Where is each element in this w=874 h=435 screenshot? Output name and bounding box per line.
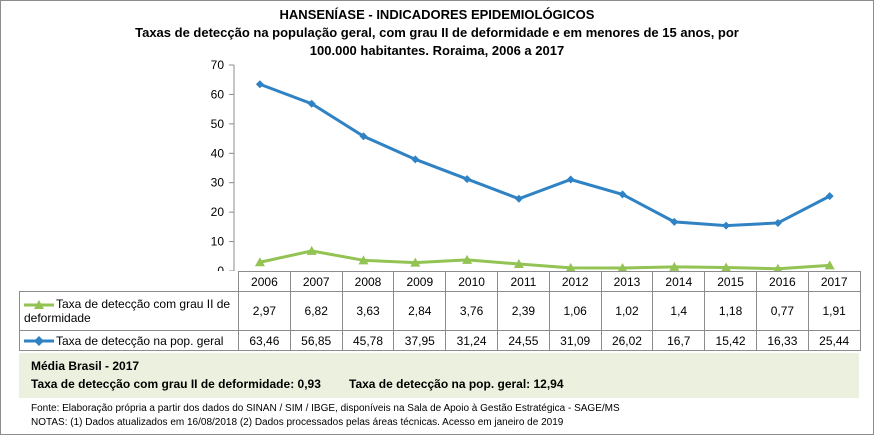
year-header: 2011 (496, 271, 550, 292)
media-title: Média Brasil - 2017 (31, 359, 140, 373)
data-label: 45,78 (341, 330, 395, 351)
data-point-triangle (358, 255, 369, 265)
data-label: 24,55 (496, 330, 550, 351)
data-label: 56,85 (289, 330, 343, 351)
data-point-diamond (773, 218, 782, 227)
diamond-marker-icon (24, 336, 54, 347)
year-header: 2013 (600, 271, 654, 292)
data-label: 0,77 (755, 291, 809, 331)
data-label: 16,33 (755, 330, 809, 351)
footer-notas: NOTAS: (1) Dados atualizados em 16/08/20… (31, 417, 564, 428)
data-label: 2,39 (496, 291, 550, 331)
chart-subtitle-1: Taxas de detecção na população geral, co… (135, 25, 739, 40)
data-point-diamond (307, 99, 316, 108)
data-label: 1,4 (652, 291, 706, 331)
data-point-triangle (513, 258, 524, 268)
y-tick-label: 30 (211, 176, 225, 190)
data-label: 3,76 (445, 291, 498, 331)
data-point-triangle (462, 254, 473, 264)
chart-subtitle-2: 100.000 habitantes. Roraima, 2006 a 2017 (309, 43, 565, 58)
data-point-triangle (410, 257, 421, 267)
data-label: 15,42 (704, 330, 757, 351)
footer-fonte: Fonte: Elaboração própria a partir dos d… (31, 403, 620, 414)
year-header: 2015 (704, 271, 757, 292)
data-label: 31,24 (445, 330, 498, 351)
data-label: 37,95 (393, 330, 447, 351)
table-corner (19, 271, 239, 292)
data-label: 63,46 (238, 330, 291, 351)
media-geral: Taxa de detecção na pop. geral: 12,94 (349, 377, 564, 391)
data-label: 26,02 (600, 330, 654, 351)
data-point-triangle (721, 262, 731, 271)
y-tick-label: 50 (211, 117, 225, 131)
data-label: 16,7 (652, 330, 706, 351)
data-point-diamond (514, 194, 523, 203)
year-header: 2007 (289, 271, 343, 292)
y-tick-label: 0 (217, 264, 224, 271)
data-table: 2006 2007 2008 2009 2010 2011 2012 2013 2014 2015… (19, 271, 861, 351)
legend-label: Taxa de detecção na pop. geral (56, 333, 224, 348)
data-point-diamond (670, 217, 679, 226)
data-point-triangle (773, 263, 782, 271)
data-point-diamond (411, 155, 420, 164)
y-tick-label: 40 (211, 146, 225, 160)
media-grau2: Taxa de detecção com grau II de deformid… (31, 377, 321, 391)
data-point-triangle (254, 257, 265, 267)
data-label: 1,06 (548, 291, 602, 331)
data-point-diamond (722, 221, 731, 230)
data-point-diamond (255, 80, 264, 89)
year-header: 2009 (393, 271, 447, 292)
y-tick-label: 10 (211, 235, 225, 249)
data-label: 2,97 (238, 291, 291, 331)
data-point-triangle (306, 245, 317, 255)
year-header: 2016 (755, 271, 809, 292)
year-header: 2008 (341, 271, 395, 292)
line-chart: 0 10 20 30 40 50 60 70 (211, 58, 835, 271)
data-label: 6,82 (289, 291, 343, 331)
data-label: 31,09 (548, 330, 602, 351)
data-point-diamond (618, 190, 627, 199)
legend-geral: Taxa de detecção na pop. geral (19, 330, 239, 351)
y-tick-label: 70 (211, 58, 225, 72)
data-point-triangle (566, 262, 576, 271)
data-label: 25,44 (807, 330, 861, 351)
triangle-marker-icon (24, 299, 54, 309)
brasil-average-box: Média Brasil - 2017 Taxa de detecção com… (19, 353, 859, 398)
data-point-diamond (463, 175, 472, 184)
series-line-1 (259, 82, 831, 228)
legend-grau2: Taxa de detecção com grau II de deformid… (19, 291, 239, 331)
data-label: 1,91 (807, 291, 861, 331)
data-point-triangle (669, 261, 680, 271)
data-point-triangle (824, 260, 835, 270)
data-point-diamond (566, 175, 575, 184)
y-tick-label: 60 (211, 87, 225, 101)
series-line-0 (259, 249, 830, 271)
data-point-triangle (618, 262, 627, 271)
data-label: 1,02 (600, 291, 654, 331)
year-header: 2010 (445, 271, 498, 292)
data-point-diamond (359, 132, 368, 141)
legend-label: Taxa de detecção com grau II de deformid… (24, 297, 231, 325)
chart-title: HANSENÍASE - INDICADORES EPIDEMIOLÓGICOS (279, 7, 595, 22)
y-tick-label: 20 (211, 205, 225, 219)
data-point-diamond (825, 192, 834, 201)
data-label: 3,63 (341, 291, 395, 331)
year-header: 2014 (652, 271, 706, 292)
year-header: 2006 (238, 271, 291, 292)
year-header: 2012 (548, 271, 602, 292)
data-label: 1,18 (704, 291, 757, 331)
data-label: 2,84 (393, 291, 447, 331)
year-header: 2017 (807, 271, 861, 292)
